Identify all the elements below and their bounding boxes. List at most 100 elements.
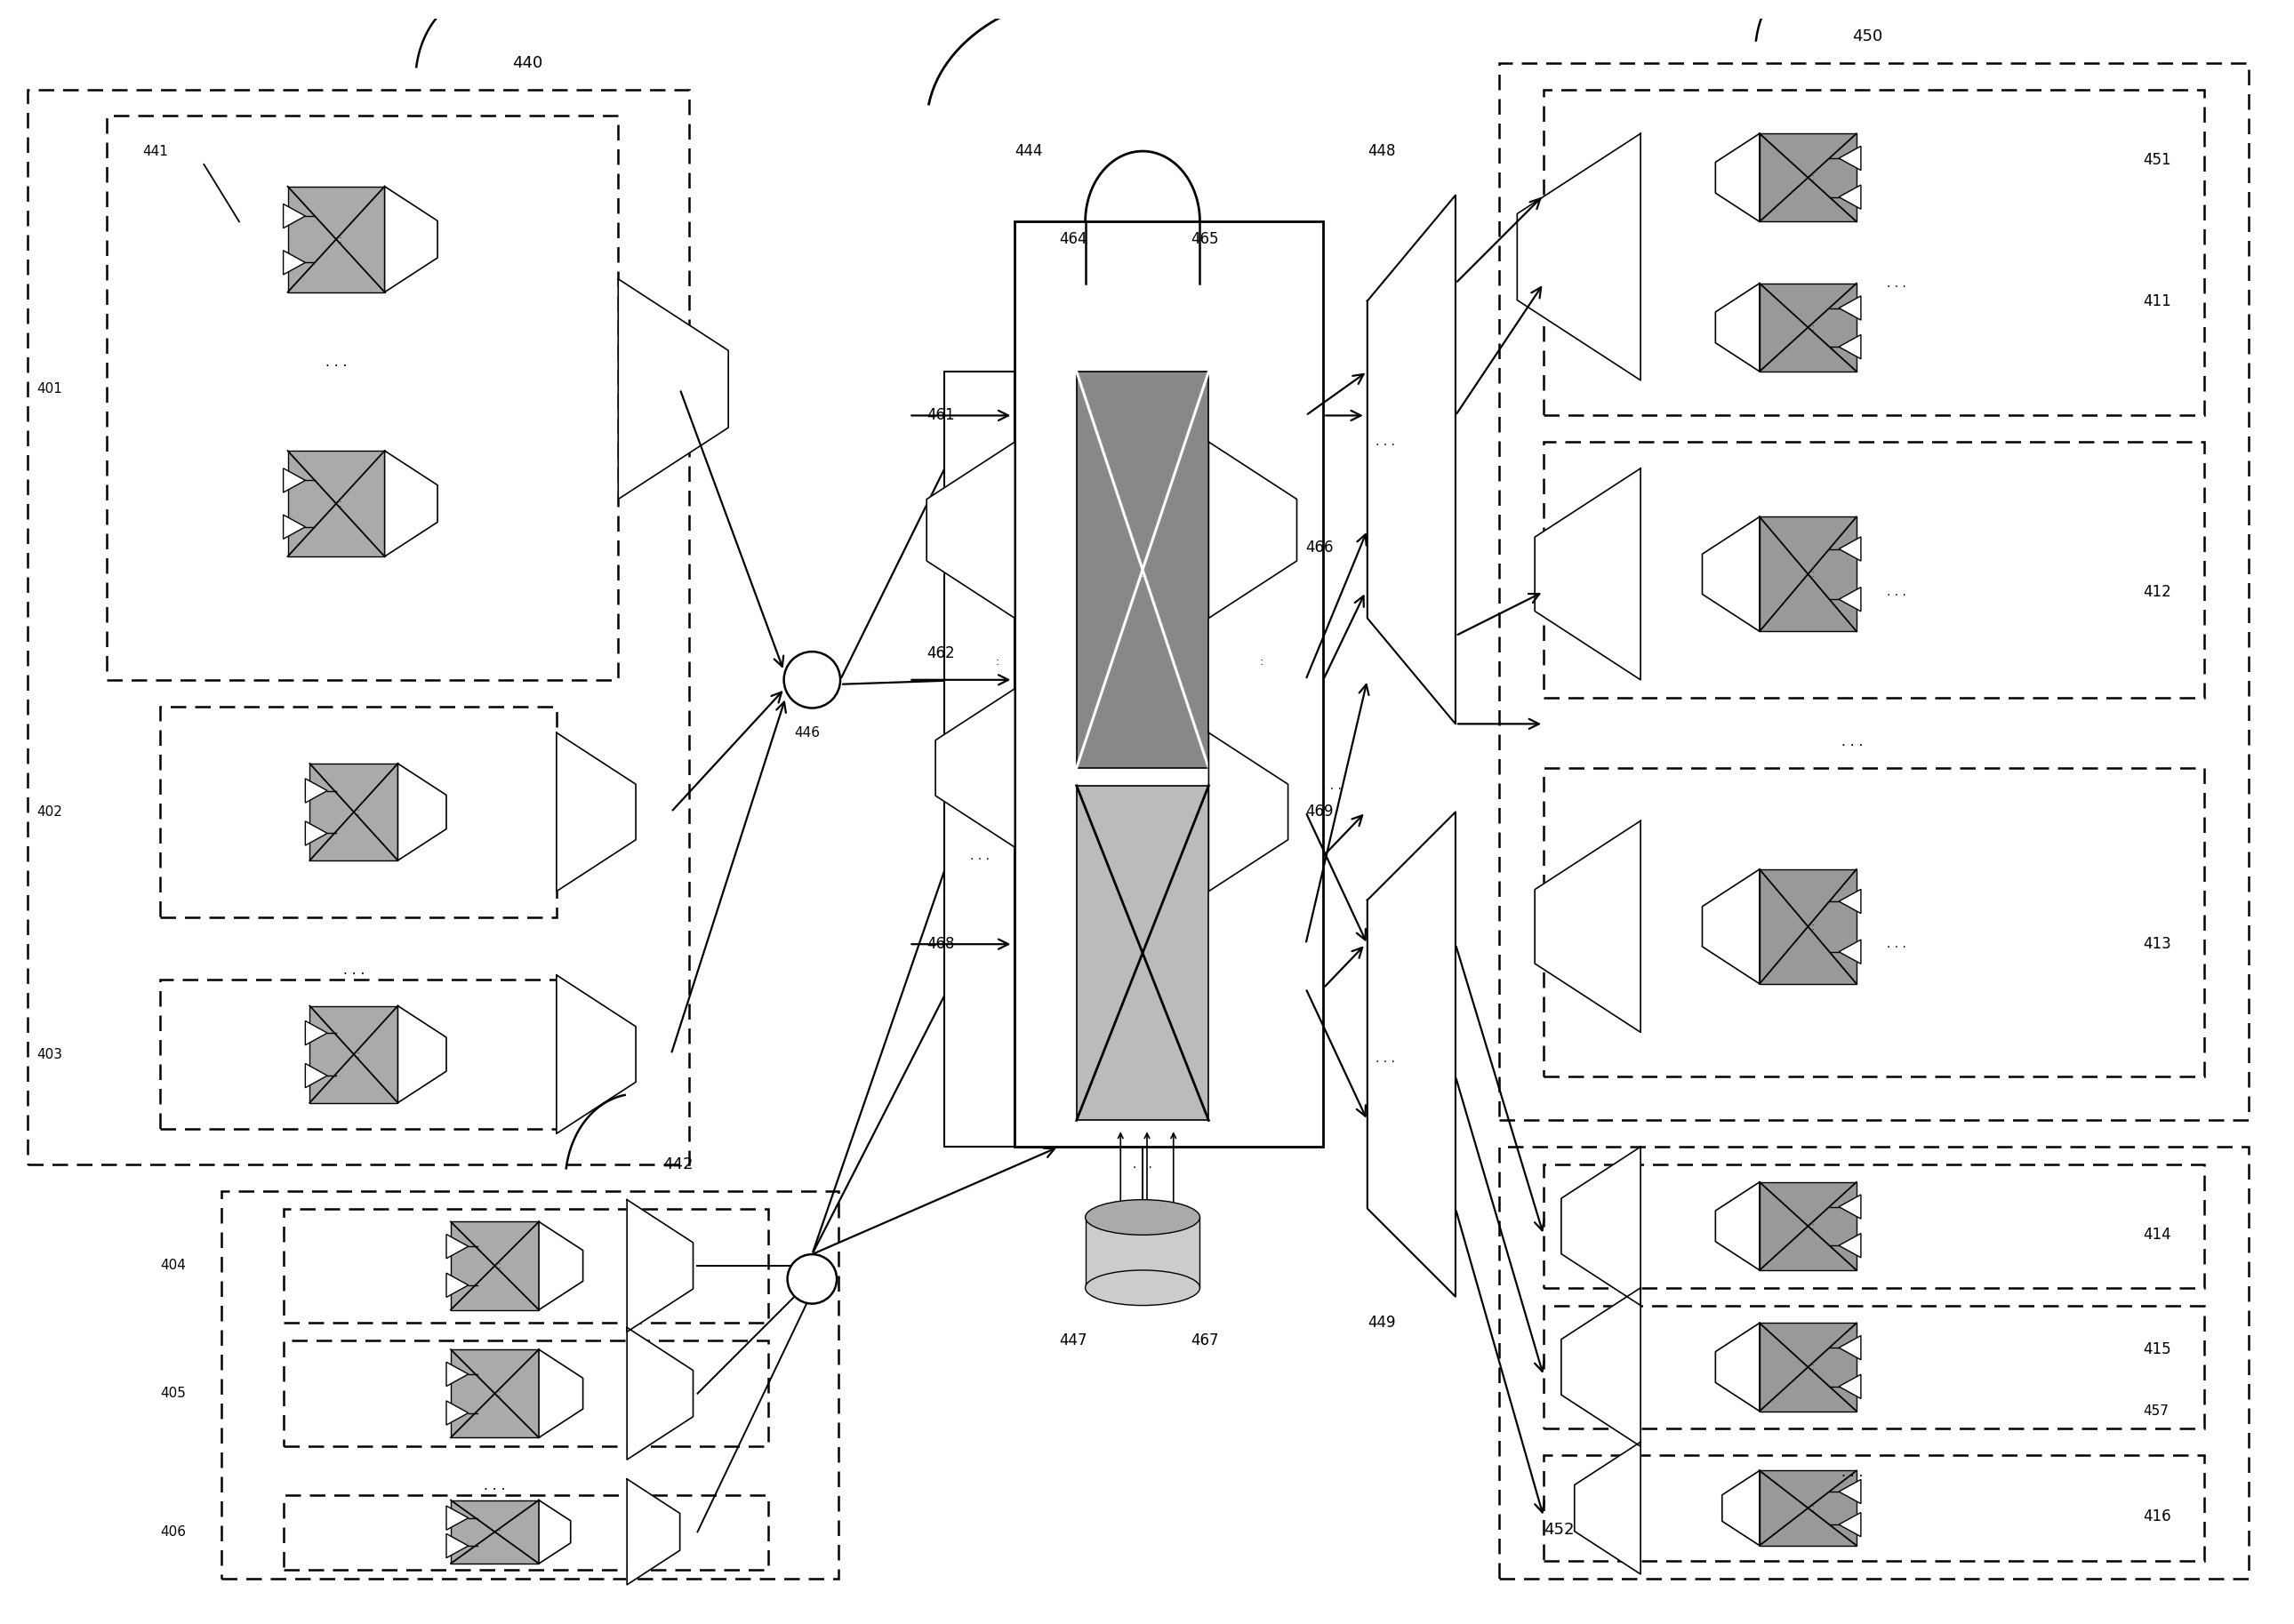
Bar (287, 451, 385, 557)
Polygon shape (1840, 588, 1860, 611)
Text: 405: 405 (161, 1387, 186, 1400)
Polygon shape (282, 250, 305, 274)
Text: :: : (356, 806, 360, 818)
Text: . . .: . . . (342, 965, 365, 978)
Bar (1076, 786, 1209, 1121)
Text: 466: 466 (1305, 539, 1333, 555)
Polygon shape (282, 515, 305, 539)
Text: :: : (340, 499, 342, 510)
Text: :: : (498, 1527, 500, 1538)
Bar (161, 979, 557, 1129)
Text: 411: 411 (2143, 292, 2170, 309)
Text: 467: 467 (1191, 1333, 1218, 1348)
Polygon shape (385, 451, 438, 557)
Polygon shape (539, 1350, 583, 1437)
Text: . . .: . . . (1886, 586, 1906, 598)
Text: :: : (996, 656, 1000, 667)
Text: 403: 403 (37, 1047, 62, 1060)
Polygon shape (1716, 283, 1759, 372)
Text: . . .: . . . (970, 849, 989, 862)
Bar (282, 1494, 768, 1570)
Bar (1759, 516, 1856, 632)
Bar (28, 89, 688, 1164)
Text: . . .: . . . (1321, 780, 1342, 793)
Bar (1759, 1471, 1856, 1546)
Polygon shape (539, 1221, 583, 1311)
Polygon shape (1562, 1288, 1640, 1447)
Bar (450, 1221, 539, 1311)
Text: :: : (1810, 1220, 1815, 1233)
Text: :: : (1810, 322, 1815, 333)
Polygon shape (1209, 732, 1287, 892)
Text: 404: 404 (161, 1259, 186, 1273)
Polygon shape (397, 1005, 447, 1103)
Bar (1759, 133, 1856, 221)
Polygon shape (557, 974, 635, 1134)
Polygon shape (447, 1363, 468, 1387)
Text: . . .: . . . (326, 356, 346, 369)
Text: 462: 462 (927, 645, 954, 661)
Bar (310, 763, 397, 861)
Bar (1014, 221, 1324, 1147)
Polygon shape (1367, 195, 1454, 724)
Polygon shape (305, 1064, 328, 1088)
Text: . . .: . . . (1886, 939, 1906, 950)
Bar (1544, 1306, 2205, 1429)
Polygon shape (1723, 1471, 1759, 1546)
Polygon shape (305, 1021, 328, 1046)
Text: . . .: . . . (1133, 1158, 1152, 1171)
Text: 464: 464 (1060, 231, 1087, 247)
Polygon shape (305, 822, 328, 846)
Text: 469: 469 (1305, 804, 1333, 820)
Polygon shape (1840, 1233, 1860, 1257)
Text: 406: 406 (161, 1525, 186, 1538)
Bar (1085, 1218, 1200, 1288)
Polygon shape (305, 778, 328, 802)
Text: 442: 442 (663, 1156, 693, 1173)
Polygon shape (539, 1501, 571, 1564)
Polygon shape (1716, 1182, 1759, 1270)
Text: 444: 444 (1014, 143, 1044, 159)
Polygon shape (1840, 335, 1860, 359)
Polygon shape (1716, 133, 1759, 221)
Circle shape (787, 1254, 837, 1304)
Text: :: : (1810, 1361, 1815, 1372)
Bar (1544, 89, 2205, 416)
Polygon shape (626, 1327, 693, 1460)
Polygon shape (447, 1505, 468, 1530)
Text: . . .: . . . (1842, 1466, 1863, 1479)
Text: :: : (356, 1049, 360, 1060)
Polygon shape (1562, 1147, 1640, 1306)
Text: 449: 449 (1367, 1315, 1395, 1332)
Polygon shape (1840, 146, 1860, 171)
Text: . . .: . . . (1374, 435, 1395, 448)
Polygon shape (447, 1234, 468, 1259)
Polygon shape (1535, 820, 1640, 1033)
Polygon shape (282, 205, 305, 227)
Bar (1544, 768, 2205, 1077)
Bar (1759, 869, 1856, 984)
Polygon shape (927, 442, 1014, 619)
Text: . . .: . . . (1886, 278, 1906, 289)
Text: . . .: . . . (1842, 734, 1863, 749)
Polygon shape (626, 1479, 679, 1585)
Polygon shape (447, 1533, 468, 1557)
Polygon shape (1840, 538, 1860, 560)
Bar (450, 1350, 539, 1437)
Text: 441: 441 (142, 145, 167, 158)
Polygon shape (557, 732, 635, 892)
Text: . . .: . . . (484, 1479, 505, 1492)
Bar (287, 187, 385, 292)
Bar (1076, 372, 1209, 768)
Text: :: : (1810, 921, 1815, 932)
Text: 468: 468 (927, 935, 954, 952)
Polygon shape (447, 1402, 468, 1424)
Bar (282, 1208, 768, 1324)
Polygon shape (385, 187, 438, 292)
Text: 465: 465 (1191, 231, 1218, 247)
Text: :: : (498, 1389, 500, 1400)
Text: :: : (1140, 947, 1145, 958)
Polygon shape (1840, 940, 1860, 965)
Bar (1759, 283, 1856, 372)
Bar (223, 1190, 840, 1579)
